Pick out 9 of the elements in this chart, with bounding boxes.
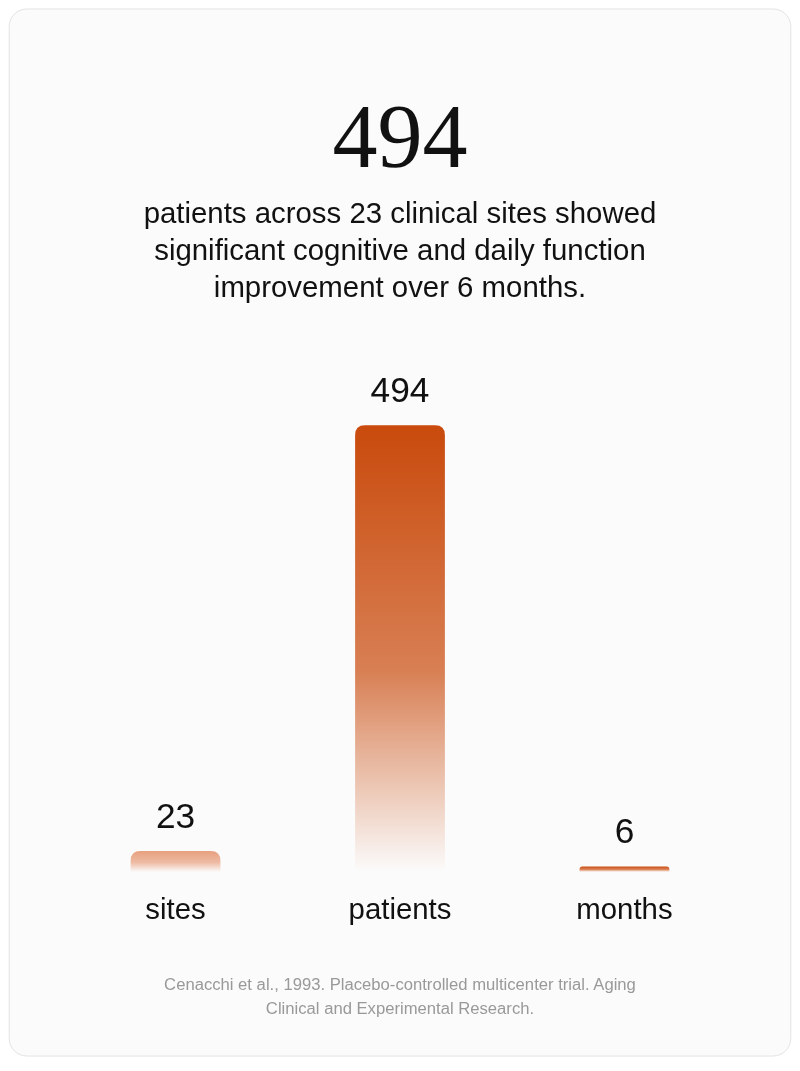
text: Cenacchi et al., 1993. Placebo-controlled multicenter trial. Aging Clinical and Experimental Research.	[164, 975, 636, 1018]
data-label: 494	[370, 369, 430, 409]
data-label: 6	[614, 810, 635, 850]
chart-title: 494	[332, 86, 468, 186]
x-tick-label: months	[576, 891, 673, 925]
data-label: 23	[155, 795, 196, 835]
x-tick-label: sites	[145, 891, 206, 925]
chart-subtitle: patients across 23 clinical sites showed significant cognitive and daily function improvement over 6 months.	[143, 195, 657, 303]
x-tick-label: patients	[348, 891, 452, 925]
